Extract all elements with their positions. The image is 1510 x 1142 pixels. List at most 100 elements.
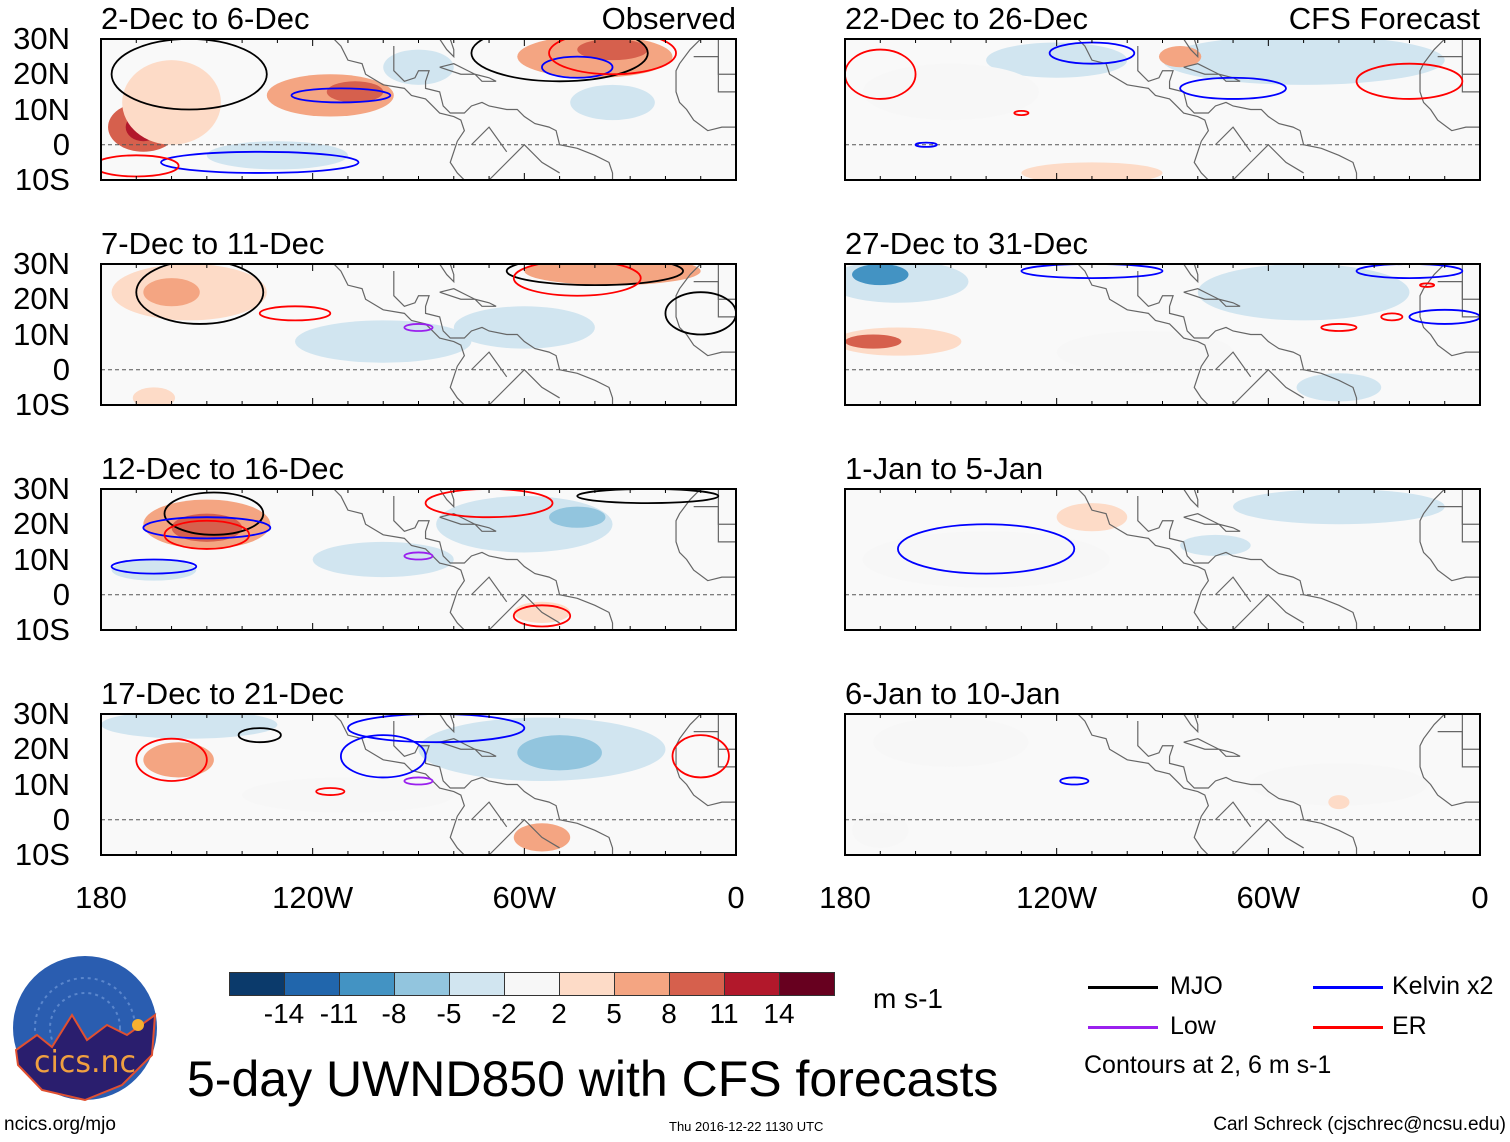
coastline xyxy=(439,288,476,300)
legend-label-low: Low xyxy=(1170,1012,1216,1040)
er-contour xyxy=(548,39,677,76)
map-panel xyxy=(844,713,1481,856)
coastline xyxy=(1183,63,1220,75)
colorbar-swatch xyxy=(285,973,340,995)
legend-line-er xyxy=(1313,1026,1383,1029)
panel-title: 12-Dec to 16-Dec xyxy=(101,451,344,486)
legend-label-kelvin: Kelvin x2 xyxy=(1392,972,1494,1000)
y-tick-label: 10N xyxy=(13,316,70,352)
wind-anomaly-shading xyxy=(862,531,1110,588)
coastline xyxy=(393,46,614,180)
x-tick-label: 180 xyxy=(75,880,127,915)
er-contour xyxy=(315,787,346,796)
kelvin-contour xyxy=(1179,76,1287,100)
coastline xyxy=(474,748,497,757)
wind-anomaly-shading xyxy=(242,777,454,813)
coastline xyxy=(1232,368,1304,405)
wind-anomaly-shading xyxy=(122,60,221,145)
panel-title: 1-Jan to 5-Jan xyxy=(845,451,1044,486)
coastline xyxy=(1063,489,1210,630)
wind-anomaly-shading xyxy=(326,81,384,103)
wind-anomaly-shading xyxy=(383,49,454,85)
colorbar-tick-label: -8 xyxy=(381,998,407,1029)
x-tick-label: 60W xyxy=(1236,880,1301,915)
wind-anomaly-shading xyxy=(570,84,655,121)
coastline xyxy=(439,489,455,509)
kelvin-contour xyxy=(1059,776,1090,786)
y-tick-label: 30N xyxy=(13,471,70,506)
coastline xyxy=(675,39,736,132)
kelvin-contour xyxy=(1020,264,1164,279)
colorbar-swatch xyxy=(560,973,615,995)
kelvin-contour xyxy=(160,150,360,174)
y-tick-label: 20N xyxy=(13,281,70,317)
wind-anomaly-shading xyxy=(132,387,176,405)
y-tick-label: 20N xyxy=(13,56,70,92)
kelvin-contour xyxy=(347,714,526,744)
coastline xyxy=(1232,593,1304,630)
wind-anomaly-shading xyxy=(1328,795,1350,810)
coastline xyxy=(470,576,508,603)
wind-anomaly-shading xyxy=(1303,39,1410,68)
coastline xyxy=(1214,576,1252,603)
wind-anomaly-shading xyxy=(845,327,962,356)
kelvin-contour xyxy=(110,558,198,575)
coastline xyxy=(474,523,497,532)
y-tick-label: 10N xyxy=(13,91,70,127)
coastline xyxy=(488,368,560,405)
mjo-contour xyxy=(664,291,736,336)
coastline xyxy=(1218,748,1241,757)
coastline xyxy=(488,818,560,855)
x-tick-label: 0 xyxy=(727,880,745,915)
coastline xyxy=(470,351,508,378)
er-contour xyxy=(258,305,332,322)
wind-anomaly-shading xyxy=(549,506,606,528)
coastline xyxy=(693,281,736,318)
kelvin-contour xyxy=(541,55,614,79)
coastline xyxy=(439,714,455,734)
coastline xyxy=(439,738,476,750)
colorbar-tick-label: 8 xyxy=(661,998,677,1029)
mjo-contour xyxy=(237,727,282,744)
colorbar-swatch xyxy=(450,973,505,995)
legend-line-kelvin xyxy=(1313,986,1383,989)
coastline xyxy=(439,63,476,75)
panel-title: 7-Dec to 11-Dec xyxy=(101,226,325,261)
wind-anomaly-shading xyxy=(1250,763,1428,806)
panel-title: 22-Dec to 26-Dec xyxy=(845,1,1088,36)
er-contour xyxy=(163,519,251,550)
coastline xyxy=(1214,351,1252,378)
mjo-contour xyxy=(576,489,720,504)
coastline xyxy=(1183,714,1199,734)
coastline xyxy=(1437,731,1480,768)
y-tick-label: 10S xyxy=(14,837,70,872)
wind-anomaly-shading xyxy=(1180,534,1251,556)
coastline xyxy=(393,271,614,405)
mjo-contour xyxy=(505,264,684,287)
wind-anomaly-shading xyxy=(517,735,602,771)
mjo-contour xyxy=(135,264,265,325)
colorbar-tick-label: 14 xyxy=(763,998,795,1029)
map-panel xyxy=(844,263,1481,406)
coastline xyxy=(1419,39,1480,132)
colorbar-swatch xyxy=(340,973,395,995)
colorbar-swatch xyxy=(395,973,450,995)
coastline xyxy=(1183,264,1199,284)
wind-anomaly-shading xyxy=(986,42,1128,78)
coastline xyxy=(319,489,466,630)
wind-anomaly-shading xyxy=(873,717,1029,767)
coastline xyxy=(1063,39,1210,180)
wind-anomaly-shading xyxy=(1296,373,1382,402)
map-panel xyxy=(100,488,737,631)
coastline xyxy=(319,264,466,405)
y-tick-label: 30N xyxy=(13,21,70,56)
er-contour xyxy=(512,604,572,628)
y-tick-label: 20N xyxy=(13,731,70,767)
legend-label-er: ER xyxy=(1392,1012,1427,1040)
logo-text: cics.nc xyxy=(34,1045,136,1080)
wind-anomaly-shading xyxy=(453,306,595,349)
y-tick-label: 0 xyxy=(52,126,70,162)
coastline xyxy=(470,126,508,153)
panel-tag: Observed xyxy=(601,1,736,36)
coastline xyxy=(1063,714,1210,855)
